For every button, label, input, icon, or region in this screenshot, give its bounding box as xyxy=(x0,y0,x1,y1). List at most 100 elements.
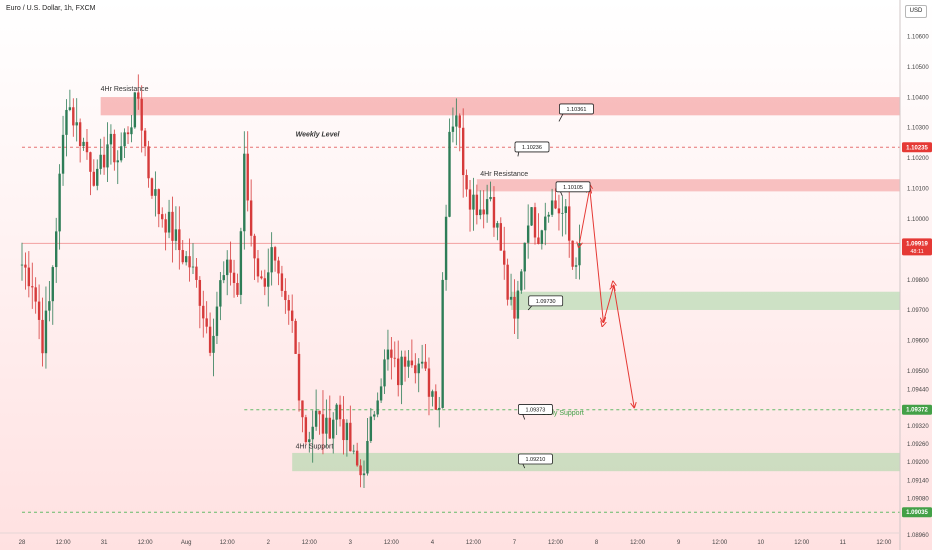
price-tag-box xyxy=(902,142,932,153)
candle-body xyxy=(383,359,386,387)
price-tag-text: 1.09372 xyxy=(906,408,928,414)
candle-body xyxy=(137,92,140,99)
candle-body xyxy=(540,230,544,245)
x-tick-label: 9 xyxy=(677,540,681,546)
candle-body xyxy=(123,132,126,147)
4hr-support xyxy=(292,452,900,472)
candle-body xyxy=(27,267,31,287)
candle-body xyxy=(191,266,195,268)
candle-body xyxy=(294,320,297,354)
daily-support-label: Daily Support xyxy=(542,410,584,417)
x-tick-label: 12:00 xyxy=(548,540,564,546)
candle-body xyxy=(58,173,61,232)
x-tick-label: 11 xyxy=(840,540,847,546)
candle-body xyxy=(195,266,198,280)
candle-body xyxy=(355,450,359,466)
candle-body xyxy=(349,422,352,452)
4hr-resistance-label: 4Hr Resistance xyxy=(101,86,149,93)
candle-body xyxy=(554,200,557,209)
candle-body xyxy=(397,358,400,386)
candle-body xyxy=(61,134,65,174)
candle-body xyxy=(499,223,502,251)
candle-body xyxy=(561,212,564,214)
callout-1.09210: 1.09210 xyxy=(518,453,553,469)
candle-body xyxy=(174,229,178,241)
candle-body xyxy=(297,353,301,401)
x-tick-label: 12:00 xyxy=(302,540,318,546)
candle-body xyxy=(314,410,318,427)
candle-body xyxy=(308,439,311,443)
candle-body xyxy=(188,256,191,268)
candle-body xyxy=(119,146,123,161)
y-tick-label: 1.10600 xyxy=(907,34,929,40)
candle-body xyxy=(420,361,424,364)
callout-box xyxy=(528,295,564,307)
candle-body xyxy=(236,282,239,295)
price-tag-1.09919: 1.09919 48:11 xyxy=(902,238,932,256)
candle-body xyxy=(20,264,24,266)
candle-body xyxy=(366,440,369,474)
x-tick-label: 4 xyxy=(431,540,435,546)
currency-badge[interactable]: USD xyxy=(905,5,927,18)
chart-title: Euro / U.S. Dollar, 1h, FXCM xyxy=(6,5,96,12)
candle-body xyxy=(246,153,249,201)
candle-body xyxy=(34,287,37,302)
projection-arrow xyxy=(614,286,635,408)
candle-body xyxy=(304,417,308,443)
x-tick-label: 12:00 xyxy=(220,540,236,546)
candle-body xyxy=(202,305,205,319)
y-tick-label: 1.08960 xyxy=(907,533,929,539)
candle-body xyxy=(37,301,41,320)
candle-body xyxy=(48,301,51,311)
x-tick-label: 12:00 xyxy=(712,540,728,546)
candle-body xyxy=(503,250,506,265)
price-tag-text: 1.09035 xyxy=(906,510,928,516)
candle-body xyxy=(390,349,393,358)
candle-body xyxy=(451,126,455,132)
candle-body xyxy=(219,280,222,307)
candle-body xyxy=(44,310,48,354)
candle-body xyxy=(24,264,27,268)
callout-text: 1.10105 xyxy=(563,185,583,191)
candle-body xyxy=(208,326,212,353)
candle-body xyxy=(468,189,472,210)
candle-body xyxy=(332,419,335,439)
candle-body xyxy=(167,211,171,233)
candle-body xyxy=(270,247,273,273)
candle-body xyxy=(434,391,438,410)
candle-body xyxy=(273,247,277,261)
x-tick-label: 12:00 xyxy=(630,540,646,546)
candle-body xyxy=(496,223,499,228)
candle-body xyxy=(438,407,441,410)
candle-body xyxy=(520,271,523,291)
candle-body xyxy=(492,196,496,228)
callout-pointer xyxy=(558,112,564,122)
price-tag-1.09035: 1.09035 xyxy=(902,507,932,518)
y-tick-label: 1.09260 xyxy=(907,442,929,448)
candle-body xyxy=(215,306,219,336)
candle-body xyxy=(455,115,458,127)
price-tag-box xyxy=(902,404,932,415)
candle-body xyxy=(222,275,225,281)
y-tick-label: 1.09700 xyxy=(907,308,929,314)
candle-body xyxy=(479,209,482,216)
y-tick-label: 1.09140 xyxy=(907,478,929,484)
candle-body xyxy=(475,194,479,216)
candle-body xyxy=(407,360,410,367)
candle-body xyxy=(506,264,509,300)
candle-body xyxy=(164,219,167,233)
x-tick-label: 3 xyxy=(349,540,353,546)
y-tick-label: 1.09320 xyxy=(907,424,929,430)
y-tick-label: 1.09800 xyxy=(907,278,929,284)
4hr-resistance-mid xyxy=(476,179,900,192)
candle-body xyxy=(205,318,208,327)
y-tick-label: 1.09600 xyxy=(907,339,929,345)
y-tick-label: 1.09080 xyxy=(907,497,929,503)
callout-box xyxy=(518,453,553,465)
candle-body xyxy=(516,290,520,319)
candle-body xyxy=(290,310,294,321)
candle-body xyxy=(427,368,431,397)
y-tick-label: 1.09200 xyxy=(907,460,929,466)
candle-body xyxy=(410,360,414,366)
